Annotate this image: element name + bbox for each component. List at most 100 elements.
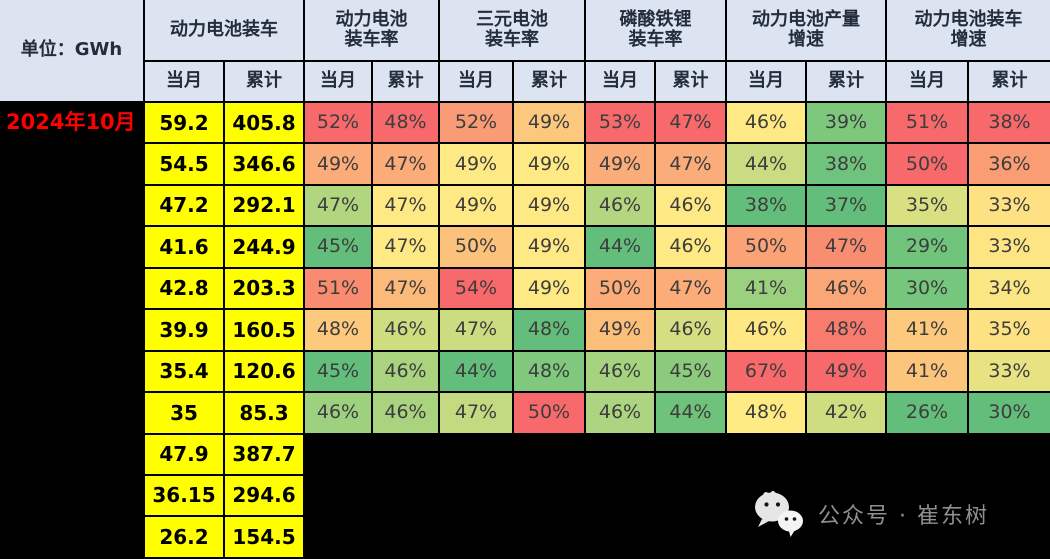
gwh-value-cell: 39.9: [145, 310, 223, 350]
rate-heatmap-cell: 49%: [514, 144, 584, 184]
rate-heatmap-cell: 50%: [887, 144, 967, 184]
rate-heatmap-cell: 45%: [656, 351, 725, 392]
sub-header: 累计: [656, 62, 725, 101]
rate-heatmap-cell: 47%: [305, 185, 371, 226]
gwh-value-cell: 203.3: [225, 268, 303, 309]
rate-heatmap-cell: 30%: [887, 268, 967, 309]
rate-heatmap-cell: 46%: [373, 393, 438, 433]
rate-heatmap-cell: 38%: [969, 103, 1050, 143]
rate-heatmap-cell: 47%: [373, 227, 438, 267]
rate-heatmap-cell: 48%: [514, 351, 584, 392]
gwh-value-cell: 160.5: [225, 310, 303, 350]
gwh-value-cell: 36.15: [145, 475, 223, 516]
rate-heatmap-cell: 29%: [887, 227, 967, 267]
rate-heatmap-cell: 53%: [586, 103, 654, 143]
rate-heatmap-cell: 30%: [969, 393, 1050, 433]
rate-heatmap-cell: 47%: [373, 268, 438, 309]
rate-heatmap-cell: 49%: [305, 144, 371, 184]
rate-heatmap-cell: 47%: [373, 185, 438, 226]
gwh-value-cell: 47.2: [145, 185, 223, 226]
gwh-value-cell: 35.4: [145, 351, 223, 392]
rate-heatmap-cell: 46%: [586, 393, 654, 433]
gwh-value-cell: 85.3: [225, 393, 303, 433]
column-group-header: 磷酸铁锂 装车率: [586, 0, 725, 60]
rate-heatmap-cell: 50%: [440, 227, 512, 267]
sub-header: 当月: [305, 62, 371, 101]
column-group-header: 动力电池装车: [145, 0, 303, 60]
sub-header: 累计: [225, 62, 303, 101]
rate-heatmap-cell: 42%: [807, 393, 885, 433]
rate-heatmap-cell: 48%: [373, 103, 438, 143]
rate-heatmap-cell: 51%: [305, 268, 371, 309]
gwh-value-cell: 294.6: [225, 475, 303, 516]
sub-header: 当月: [727, 62, 805, 101]
rate-heatmap-cell: 48%: [727, 393, 805, 433]
column-group-header: 动力电池产量 增速: [727, 0, 885, 60]
rate-heatmap-cell: 47%: [807, 227, 885, 267]
gwh-value-cell: 244.9: [225, 227, 303, 267]
gwh-value-cell: 35: [145, 393, 223, 433]
sub-header: 累计: [807, 62, 885, 101]
rate-heatmap-cell: 47%: [373, 144, 438, 184]
gwh-value-cell: 292.1: [225, 185, 303, 226]
sub-header: 累计: [969, 62, 1050, 101]
gwh-value-cell: 41.6: [145, 227, 223, 267]
rate-heatmap-cell: 45%: [305, 351, 371, 392]
rate-heatmap-cell: 44%: [727, 144, 805, 184]
rate-heatmap-cell: 46%: [727, 310, 805, 350]
gwh-value-cell: 120.6: [225, 351, 303, 392]
rate-heatmap-cell: 35%: [887, 185, 967, 226]
gwh-value-cell: 387.7: [225, 434, 303, 474]
rate-heatmap-cell: 54%: [440, 268, 512, 309]
rate-heatmap-cell: 33%: [969, 185, 1050, 226]
column-group-header: 动力电池 装车率: [305, 0, 438, 60]
rate-heatmap-cell: 37%: [807, 185, 885, 226]
rate-heatmap-cell: 34%: [969, 268, 1050, 309]
rate-heatmap-cell: 49%: [514, 227, 584, 267]
rate-heatmap-cell: 45%: [305, 227, 371, 267]
rate-heatmap-cell: 44%: [440, 351, 512, 392]
rate-heatmap-cell: 47%: [440, 393, 512, 433]
rate-heatmap-cell: 49%: [514, 103, 584, 143]
rate-heatmap-cell: 67%: [727, 351, 805, 392]
rate-heatmap-cell: 48%: [305, 310, 371, 350]
rate-heatmap-cell: 47%: [656, 268, 725, 309]
rate-heatmap-cell: 46%: [373, 351, 438, 392]
rate-heatmap-cell: 46%: [586, 351, 654, 392]
rate-heatmap-cell: 41%: [727, 268, 805, 309]
column-group-header: 三元电池 装车率: [440, 0, 584, 60]
rate-heatmap-cell: 46%: [656, 310, 725, 350]
sub-header: 当月: [145, 62, 223, 101]
rate-heatmap-cell: 49%: [514, 185, 584, 226]
gwh-value-cell: 42.8: [145, 268, 223, 309]
rate-heatmap-cell: 46%: [586, 185, 654, 226]
column-group-header: 动力电池装车 增速: [887, 0, 1050, 60]
rate-heatmap-cell: 50%: [586, 268, 654, 309]
period-label: 2024年10月: [0, 103, 143, 143]
rate-heatmap-cell: 52%: [305, 103, 371, 143]
rate-heatmap-cell: 41%: [887, 351, 967, 392]
rate-heatmap-cell: 36%: [969, 144, 1050, 184]
watermark-text: 公众号 · 崔东树: [818, 504, 989, 529]
rate-heatmap-cell: 50%: [514, 393, 584, 433]
sub-header: 当月: [440, 62, 512, 101]
rate-heatmap-cell: 49%: [586, 310, 654, 350]
rate-heatmap-cell: 46%: [373, 310, 438, 350]
gwh-value-cell: 26.2: [145, 517, 223, 557]
sub-header: 累计: [514, 62, 584, 101]
sub-header: 当月: [887, 62, 967, 101]
gwh-value-cell: 54.5: [145, 144, 223, 184]
rate-heatmap-cell: 44%: [656, 393, 725, 433]
rate-heatmap-cell: 51%: [887, 103, 967, 143]
rate-heatmap-cell: 41%: [887, 310, 967, 350]
rate-heatmap-cell: 47%: [656, 144, 725, 184]
rate-heatmap-cell: 46%: [656, 227, 725, 267]
rate-heatmap-cell: 48%: [514, 310, 584, 350]
wechat-icon: [752, 491, 806, 537]
gwh-value-cell: 405.8: [225, 103, 303, 143]
rate-heatmap-cell: 50%: [727, 227, 805, 267]
gwh-value-cell: 346.6: [225, 144, 303, 184]
rate-heatmap-cell: 33%: [969, 351, 1050, 392]
